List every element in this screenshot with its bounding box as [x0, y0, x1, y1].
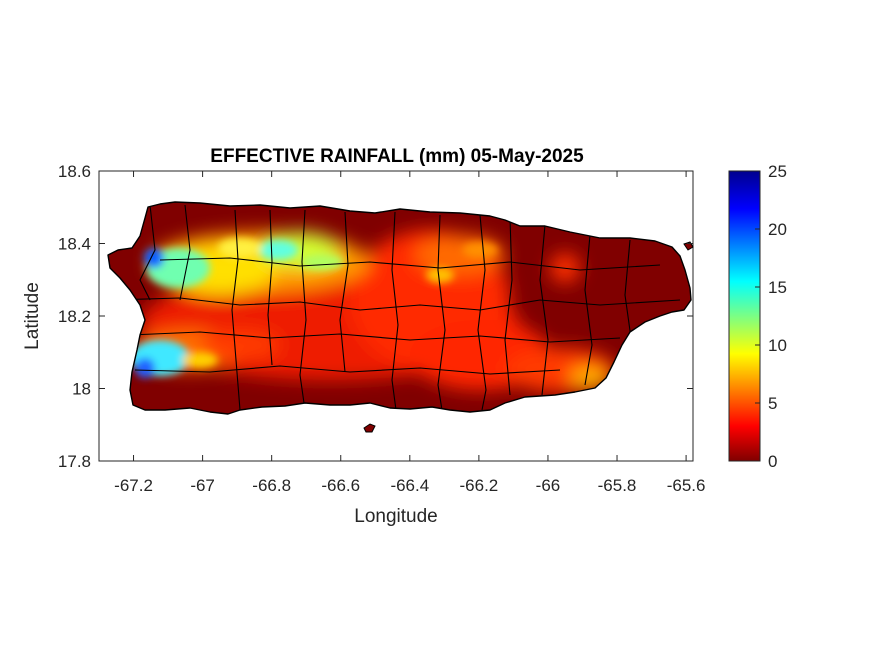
- x-tick-label: -66.6: [321, 476, 360, 495]
- colorbar-tick-label: 20: [768, 220, 787, 239]
- x-tick-label: -65.6: [667, 476, 706, 495]
- colorbar-tick-label: 5: [768, 394, 777, 413]
- colorbar-tick-label: 0: [768, 452, 777, 471]
- y-tick-label: 17.8: [58, 452, 91, 471]
- x-tick-label: -66.2: [460, 476, 499, 495]
- colorbar-tick-label: 25: [768, 162, 787, 181]
- colorbar-tick-label: 15: [768, 278, 787, 297]
- x-axis-label: Longitude: [354, 506, 437, 527]
- colorbar: [728, 170, 761, 462]
- y-tick-label: 18.2: [58, 307, 91, 326]
- y-tick-label: 18.6: [58, 162, 91, 181]
- y-tick-label: 18.4: [58, 235, 91, 254]
- x-tick-label: -66: [536, 476, 561, 495]
- islet-south: [363, 423, 376, 433]
- y-axis-label: Latitude: [22, 282, 43, 350]
- colorbar-tick-label: 10: [768, 336, 787, 355]
- colorbar-ticks: 0 5 10 15 20 25: [755, 162, 787, 471]
- x-tick-label: -67.2: [114, 476, 153, 495]
- x-tick-label: -67: [190, 476, 215, 495]
- x-tick-label: -65.8: [598, 476, 637, 495]
- x-tick-label: -66.4: [390, 476, 429, 495]
- y-tick-label: 18: [72, 380, 91, 399]
- map-title: EFFECTIVE RAINFALL (mm) 05-May-2025: [210, 146, 584, 167]
- x-tick-label: -66.8: [252, 476, 291, 495]
- island-map: [108, 202, 691, 414]
- island-outline: [107, 201, 692, 415]
- municipal-borders: [109, 204, 681, 411]
- y-axis-ticks: 17.8 18 18.2 18.4 18.6: [58, 162, 693, 471]
- x-axis-ticks: -67.2 -67 -66.8 -66.6 -66.4 -66.2 -66 -65.8 -65.…: [114, 171, 705, 495]
